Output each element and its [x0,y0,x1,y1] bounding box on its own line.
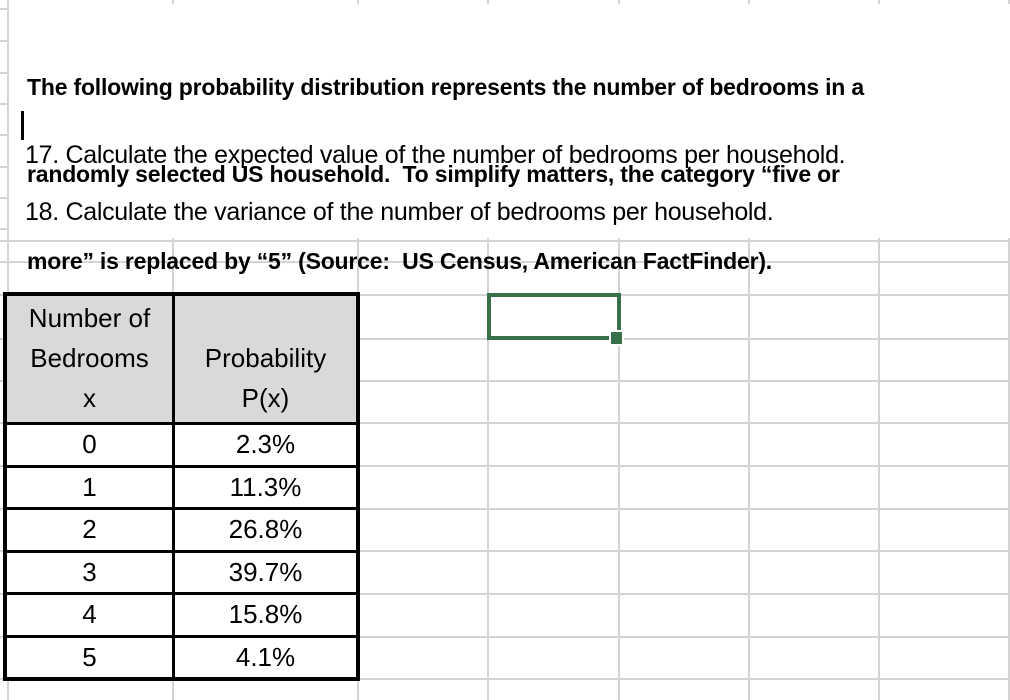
table-header-row: Number of Bedrooms x Probability P(x) [7,296,356,425]
cell-p-5[interactable]: 4.1% [235,641,296,672]
table-row: 3 39.7% [7,549,356,592]
gridline [0,508,1010,510]
gridline [1008,0,1010,700]
cell-p-3[interactable]: 39.7% [228,556,303,587]
cell-x-5[interactable]: 5 [7,637,175,677]
table-row: 0 2.3% [7,425,356,465]
cell-p-0[interactable]: 2.3% [235,429,296,460]
gridline [0,422,1010,424]
cell-x-0[interactable]: 0 [7,425,175,465]
header-line: P(x) [241,383,290,413]
gridline [748,0,750,700]
gridline [0,465,1010,467]
question-17: 17. Calculate the expected value of the … [25,141,846,169]
instructions-textbox[interactable]: The following probability distribution r… [9,4,1010,274]
gridline [878,0,880,700]
probability-table: Number of Bedrooms x Probability P(x) 0 … [3,292,360,681]
cell-p-4[interactable]: 15.8% [228,599,303,630]
paragraph-line: The following probability distribution r… [27,74,864,100]
gridline [0,261,1010,263]
header-line: Bedrooms [30,343,149,373]
selected-cell[interactable] [487,293,621,340]
question-18: 18. Calculate the variance of the number… [25,198,774,226]
gridline [0,636,1010,638]
cell-x-3[interactable]: 3 [7,552,175,592]
table-row: 5 4.1% [7,634,356,677]
cell-p-2[interactable]: 26.8% [228,514,303,545]
paragraph-line: randomly selected US household. To simpl… [27,161,840,187]
table-row: 4 15.8% [7,592,356,635]
gridline [0,380,1010,382]
cell-x-2[interactable]: 2 [7,510,175,550]
table-row: 2 26.8% [7,507,356,550]
header-line: Probability [204,343,327,373]
paragraph-line: more” is replaced by “5” (Source: US Cen… [27,248,772,274]
gridline [0,550,1010,552]
gridline [487,0,489,700]
fill-handle[interactable] [609,330,624,346]
header-line: Number of [28,303,151,333]
text-cursor [21,111,24,140]
gridline [618,0,620,700]
header-cell-bedrooms[interactable]: Number of Bedrooms x [7,296,175,422]
header-cell-probability[interactable]: Probability P(x) [175,296,356,422]
gridline [0,593,1010,595]
table-row: 1 11.3% [7,464,356,507]
header-line: x [83,383,96,413]
gridline [0,678,1010,680]
gridline [0,240,1010,242]
cell-x-4[interactable]: 4 [7,595,175,635]
cell-x-1[interactable]: 1 [7,467,175,507]
problem-statement: The following probability distribution r… [27,15,864,334]
cell-p-1[interactable]: 11.3% [229,471,302,502]
